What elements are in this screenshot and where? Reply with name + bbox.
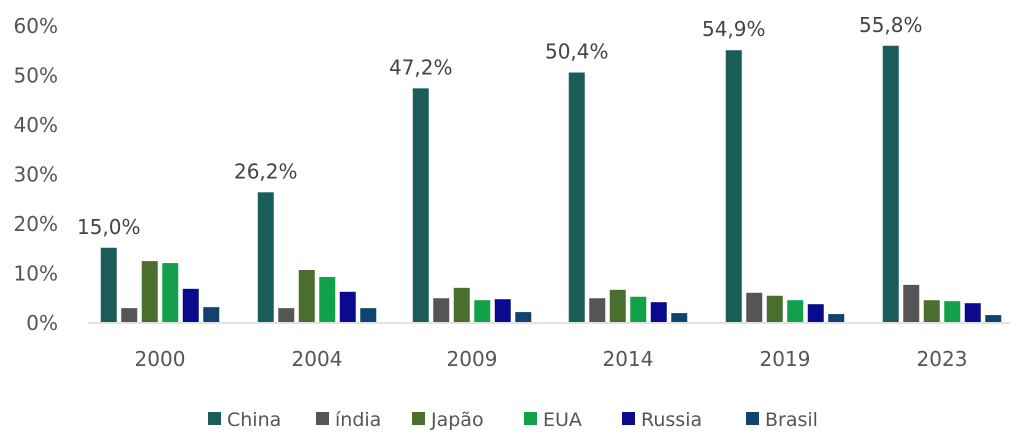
legend-swatch-russia: [622, 412, 635, 425]
bar-índia-2023: [903, 284, 920, 322]
data-label: 15,0%: [77, 215, 141, 239]
bar-russia-2019: [807, 304, 824, 322]
bar-brasil-2004: [360, 308, 377, 322]
x-tick-label: 2014: [603, 347, 654, 371]
legend-label: Russia: [641, 409, 702, 431]
legend-label: EUA: [543, 409, 582, 431]
legend-swatch-índia: [316, 412, 329, 425]
bar-china-2009: [412, 88, 429, 322]
x-tick-label: 2004: [292, 347, 343, 371]
bar-russia-2000: [182, 288, 199, 322]
data-label: 50,4%: [545, 40, 609, 64]
legend-label: Japão: [430, 409, 484, 431]
bar-china-2023: [882, 45, 899, 322]
bar-eua-2019: [787, 300, 804, 322]
bar-china-2019: [725, 50, 742, 323]
bar-japão-2019: [766, 295, 783, 322]
y-tick-label: 0%: [26, 311, 58, 335]
bar-china-2004: [257, 192, 274, 322]
y-tick-label: 50%: [14, 64, 58, 88]
bar-japão-2004: [298, 270, 315, 322]
bar-índia-2004: [278, 308, 295, 322]
data-label: 54,9%: [702, 17, 766, 41]
x-tick-label: 2023: [917, 347, 968, 371]
bar-japão-2009: [453, 287, 470, 322]
legend-swatch-brasil: [746, 412, 759, 425]
data-label: 26,2%: [234, 159, 298, 183]
bar-russia-2023: [964, 303, 981, 322]
bar-china-2000: [100, 247, 117, 322]
bar-índia-2014: [589, 298, 606, 322]
legend-swatch-japão: [412, 412, 425, 425]
bar-japão-2000: [141, 261, 158, 322]
y-tick-label: 10%: [14, 262, 58, 286]
x-tick-label: 2009: [447, 347, 498, 371]
bar-russia-2014: [650, 302, 667, 322]
y-tick-label: 60%: [14, 14, 58, 38]
legend-swatch-china: [208, 412, 221, 425]
bar-eua-2014: [630, 296, 647, 322]
bar-eua-2023: [944, 301, 961, 322]
x-tick-label: 2019: [760, 347, 811, 371]
bar-china-2014: [568, 72, 585, 323]
y-tick-label: 20%: [14, 212, 58, 236]
legend-swatch-eua: [524, 412, 537, 425]
data-label: 47,2%: [389, 55, 453, 79]
legend-label: índia: [335, 409, 381, 431]
bar-índia-2009: [433, 298, 450, 322]
bar-índia-2000: [121, 308, 138, 322]
bar-russia-2009: [494, 299, 511, 322]
bar-eua-2004: [319, 276, 336, 322]
bar-japão-2014: [609, 289, 626, 322]
legend-label: China: [227, 409, 281, 431]
bar-brasil-2019: [828, 314, 845, 322]
legend-label: Brasil: [765, 409, 818, 431]
y-tick-label: 30%: [14, 163, 58, 187]
y-tick-label: 40%: [14, 113, 58, 137]
bar-brasil-2014: [671, 313, 688, 322]
bar-russia-2004: [339, 291, 356, 322]
bar-eua-2009: [474, 300, 491, 322]
bar-eua-2000: [162, 263, 179, 322]
bar-índia-2019: [746, 292, 763, 322]
bar-brasil-2000: [203, 307, 220, 322]
bar-brasil-2009: [515, 312, 532, 322]
bar-brasil-2023: [985, 315, 1002, 322]
x-tick-label: 2000: [135, 347, 186, 371]
bar-japão-2023: [923, 300, 940, 322]
data-label: 55,8%: [859, 13, 923, 37]
